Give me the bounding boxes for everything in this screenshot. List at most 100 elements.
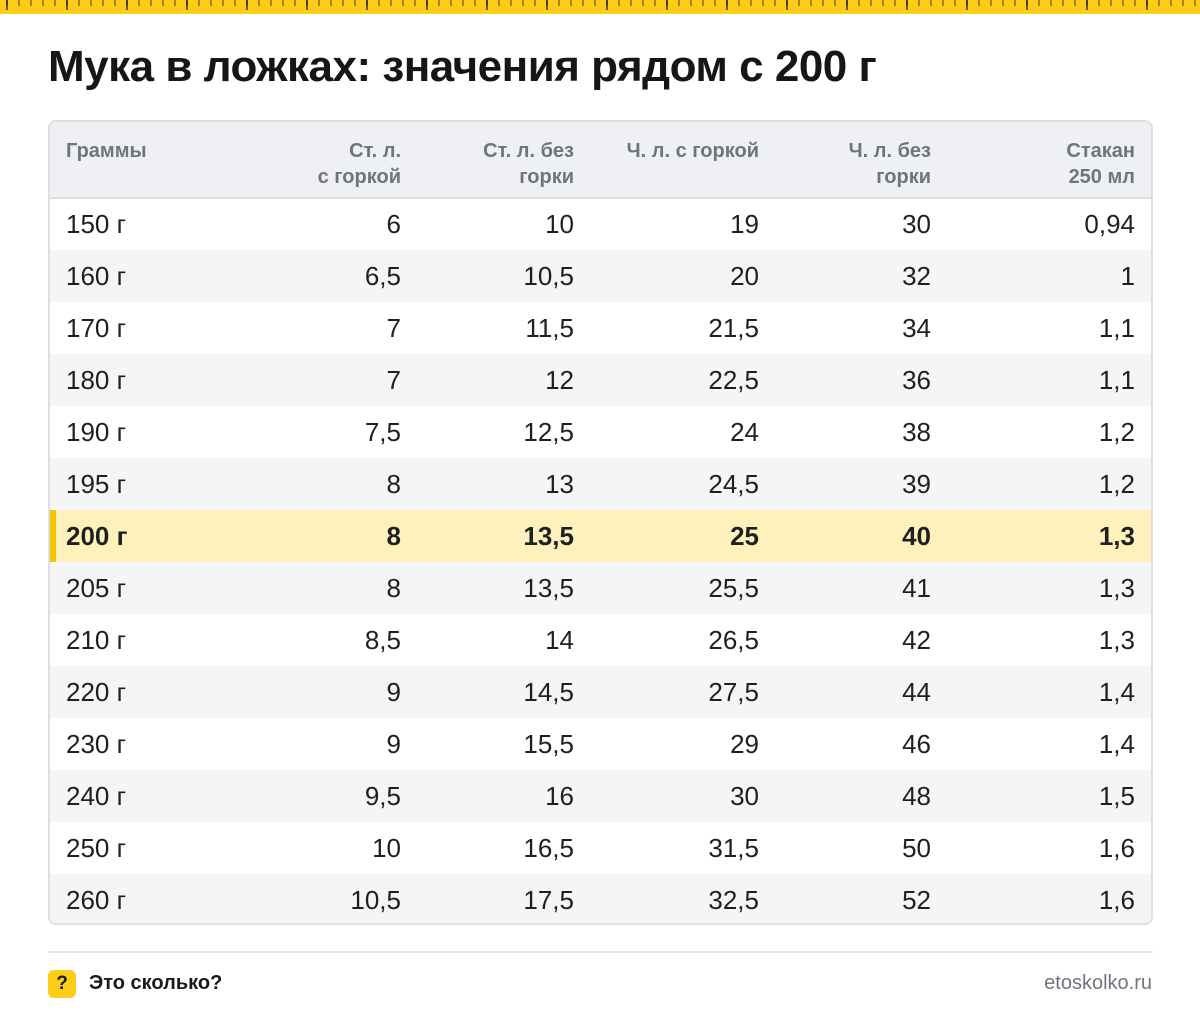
table-row: 240 г 9,5 16 30 48 1,5 — [50, 770, 1151, 822]
value-cell: 25 — [730, 520, 759, 551]
grams-cell: 240 г — [66, 780, 127, 811]
grams-cell: 180 г — [66, 364, 127, 395]
value-cell: 20 — [730, 260, 759, 291]
value-cell: 14,5 — [523, 676, 574, 707]
grams-cell: 250 г — [66, 832, 127, 863]
value-cell: 48 — [902, 780, 931, 811]
value-cell: 13 — [545, 468, 574, 499]
value-cell: 22,5 — [708, 364, 759, 395]
value-cell: 25,5 — [708, 572, 759, 603]
value-cell: 46 — [902, 728, 931, 759]
table-row: 170 г 7 11,5 21,5 34 1,1 — [50, 302, 1151, 354]
value-cell: 1,4 — [1098, 728, 1135, 759]
value-cell: 34 — [902, 312, 931, 343]
grams-cell: 210 г — [66, 624, 127, 655]
value-cell: 14 — [545, 624, 574, 655]
table-row: 260 г 10,5 17,5 32,5 52 1,6 — [50, 874, 1151, 923]
site-url[interactable]: etoskolko.ru — [1044, 972, 1152, 994]
value-cell: 13,5 — [523, 520, 574, 551]
question-mark-icon: ? — [48, 970, 76, 998]
value-cell: 8 — [386, 572, 401, 603]
column-header-line: Граммы — [66, 140, 147, 162]
grams-cell: 160 г — [66, 260, 127, 291]
conversion-table: Граммы Ст. л. с горкой Ст. л. без горки Ч. л.… — [50, 122, 1151, 923]
value-cell: 1,5 — [1098, 780, 1135, 811]
value-cell: 1,3 — [1098, 624, 1135, 655]
value-cell: 44 — [902, 676, 931, 707]
value-cell: 24,5 — [708, 468, 759, 499]
grams-cell: 195 г — [66, 468, 127, 499]
table-row: 230 г 9 15,5 29 46 1,4 — [50, 718, 1151, 770]
table-row: 180 г 7 12 22,5 36 1,1 — [50, 354, 1151, 406]
column-header: Ч. л. с горкой — [590, 122, 775, 198]
grams-cell: 170 г — [66, 312, 127, 343]
column-header-line: Ч. л. без — [848, 140, 931, 162]
value-cell: 26,5 — [708, 624, 759, 655]
table-row: 220 г 9 14,5 27,5 44 1,4 — [50, 666, 1151, 718]
value-cell: 12 — [545, 364, 574, 395]
value-cell: 52 — [902, 884, 931, 915]
column-header-line: Ч. л. с горкой — [626, 140, 759, 162]
column-header-line: горки — [519, 166, 574, 188]
value-cell: 1,3 — [1098, 572, 1135, 603]
value-cell: 24 — [730, 416, 759, 447]
value-cell: 8 — [386, 520, 401, 551]
value-cell: 16 — [545, 780, 574, 811]
value-cell: 29 — [730, 728, 759, 759]
ruler-strip — [0, 0, 1200, 14]
column-header: Стакан 250 мл — [947, 122, 1151, 198]
brand-name: Это сколько? — [89, 972, 223, 994]
value-cell: 1,6 — [1098, 832, 1135, 863]
value-cell: 7,5 — [364, 416, 401, 447]
grams-cell: 200 г — [50, 510, 243, 562]
value-cell: 10,5 — [523, 260, 574, 291]
value-cell: 1,4 — [1098, 676, 1135, 707]
value-cell: 7 — [386, 364, 401, 395]
value-cell: 17,5 — [523, 884, 574, 915]
table-row-highlighted: 200 г 8 13,5 25 40 1,3 — [50, 510, 1151, 562]
column-header-line: горки — [876, 166, 931, 188]
value-cell: 36 — [902, 364, 931, 395]
column-header: Ч. л. без горки — [775, 122, 947, 198]
grams-cell: 150 г — [66, 209, 127, 239]
value-cell: 21,5 — [708, 312, 759, 343]
grams-cell: 190 г — [66, 416, 127, 447]
table-row: 160 г 6,5 10,5 20 32 1 — [50, 250, 1151, 302]
column-header: Ст. л. с горкой — [243, 122, 417, 198]
value-cell: 10 — [545, 209, 574, 239]
value-cell: 12,5 — [523, 416, 574, 447]
table-header: Граммы Ст. л. с горкой Ст. л. без горки Ч. л.… — [50, 122, 1151, 198]
column-header: Граммы — [50, 122, 243, 198]
column-header-line: Ст. л. — [349, 140, 401, 162]
value-cell: 16,5 — [523, 832, 574, 863]
page-title: Мука в ложках: значения рядом с 200 г — [48, 42, 877, 91]
value-cell: 8,5 — [364, 624, 401, 655]
value-cell: 9 — [386, 728, 401, 759]
column-header: Ст. л. без горки — [417, 122, 590, 198]
value-cell: 9,5 — [364, 780, 401, 811]
value-cell: 27,5 — [708, 676, 759, 707]
value-cell: 15,5 — [523, 728, 574, 759]
value-cell: 42 — [902, 624, 931, 655]
table-row: 205 г 8 13,5 25,5 41 1,3 — [50, 562, 1151, 614]
value-cell: 38 — [902, 416, 931, 447]
value-cell: 7 — [386, 312, 401, 343]
column-header-line: 250 мл — [1068, 166, 1135, 188]
conversion-table-card: Граммы Ст. л. с горкой Ст. л. без горки Ч. л.… — [48, 120, 1153, 925]
value-cell: 6,5 — [364, 260, 401, 291]
grams-cell: 220 г — [66, 676, 127, 707]
value-cell: 0,94 — [1084, 209, 1135, 239]
table-row: 210 г 8,5 14 26,5 42 1,3 — [50, 614, 1151, 666]
value-cell: 10 — [372, 832, 401, 863]
value-cell: 30 — [730, 780, 759, 811]
value-cell: 6 — [386, 209, 401, 239]
column-header-line: Стакан — [1066, 140, 1135, 162]
value-cell: 11,5 — [525, 312, 574, 343]
header-row: Граммы Ст. л. с горкой Ст. л. без горки Ч. л.… — [50, 122, 1151, 198]
value-cell: 13,5 — [523, 572, 574, 603]
value-cell: 39 — [902, 468, 931, 499]
column-header-line: Ст. л. без — [483, 140, 574, 162]
value-cell: 1,1 — [1098, 364, 1135, 395]
value-cell: 41 — [902, 572, 931, 603]
